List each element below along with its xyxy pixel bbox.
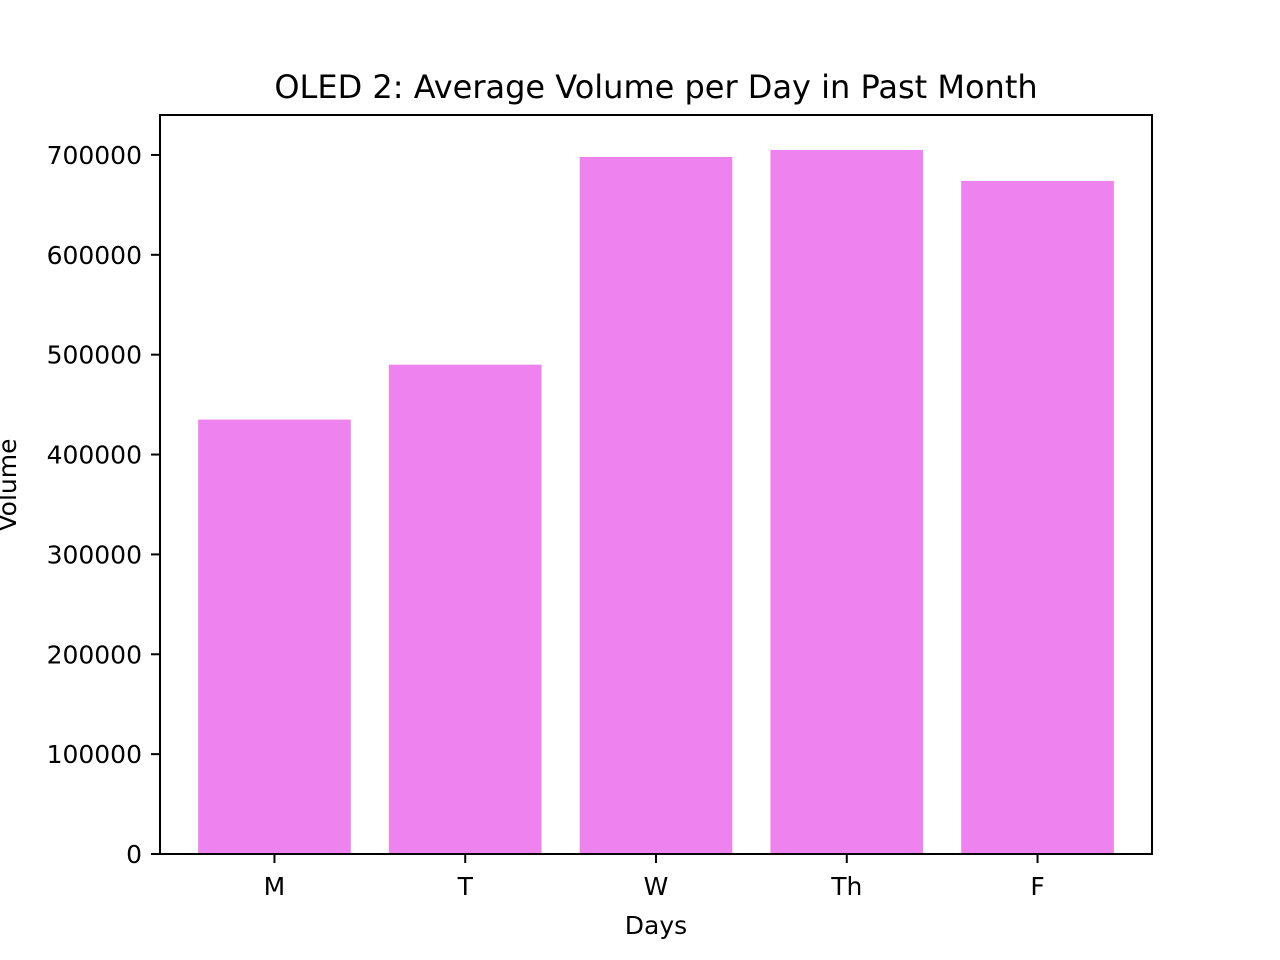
plot-frame bbox=[159, 114, 1153, 855]
x-tick-label: T bbox=[457, 872, 474, 901]
x-tick-label: Th bbox=[830, 872, 862, 901]
bars-group bbox=[198, 149, 1114, 854]
x-tick-label: W bbox=[644, 872, 669, 901]
y-tick-label: 400000 bbox=[47, 441, 142, 470]
bar-w bbox=[579, 156, 733, 854]
y-tick-label: 300000 bbox=[47, 540, 142, 569]
y-axis-label: Volume bbox=[0, 439, 22, 532]
bar-th bbox=[770, 149, 924, 854]
y-ticks-group: 0 100000 200000 300000 400000 500000 600000 700… bbox=[47, 141, 160, 869]
x-tick-label: M bbox=[264, 872, 286, 901]
y-tick-label: 700000 bbox=[47, 141, 142, 170]
y-tick-label: 0 bbox=[126, 840, 142, 869]
y-tick-label: 500000 bbox=[47, 341, 142, 370]
bar-f bbox=[961, 180, 1114, 854]
x-axis-label: Days bbox=[625, 911, 687, 940]
bar-m bbox=[198, 419, 351, 854]
y-tick-label: 100000 bbox=[47, 740, 142, 769]
y-tick-label: 200000 bbox=[47, 640, 142, 669]
y-tick-label: 600000 bbox=[47, 241, 142, 270]
chart-title: OLED 2: Average Volume per Day in Past M… bbox=[274, 68, 1037, 106]
bar-t bbox=[388, 364, 542, 854]
x-tick-label: F bbox=[1030, 872, 1044, 901]
x-ticks-group: M T W Th F bbox=[264, 854, 1045, 901]
